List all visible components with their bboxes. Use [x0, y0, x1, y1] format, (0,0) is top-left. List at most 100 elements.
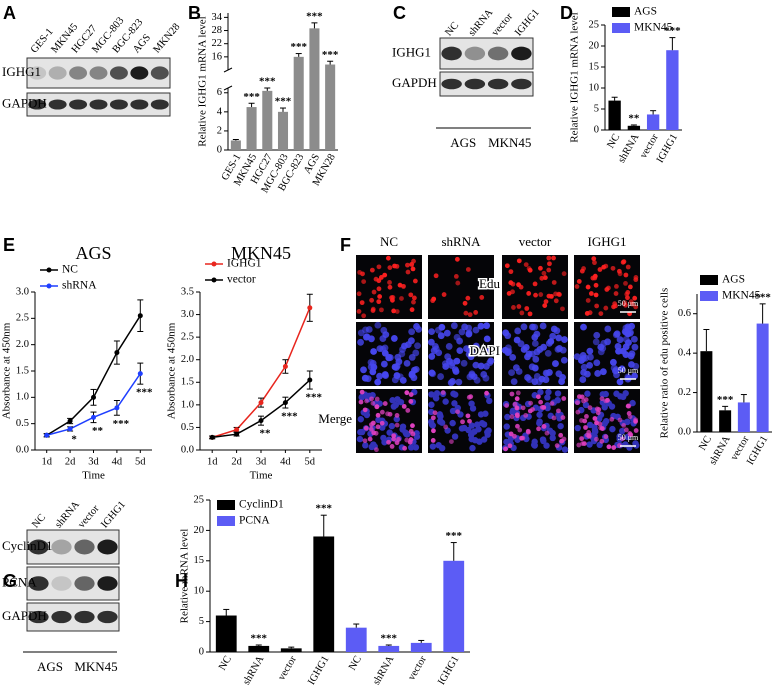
cell: [601, 404, 608, 411]
cell: [430, 415, 436, 421]
cell: [586, 441, 593, 448]
cell: [592, 273, 598, 279]
cell: [541, 270, 547, 276]
cell: [437, 332, 445, 340]
cell: [374, 378, 382, 386]
cell: [533, 330, 541, 338]
cell: [449, 407, 457, 415]
cell: [524, 374, 531, 381]
cell: [550, 325, 558, 333]
cell: [598, 311, 604, 317]
cell: [376, 372, 383, 380]
cell: [527, 267, 533, 273]
blot-band: [51, 539, 72, 555]
cell: [561, 436, 567, 442]
cell: [579, 418, 584, 423]
cell: [543, 442, 550, 449]
significance: ***: [259, 76, 276, 88]
cell: [633, 442, 640, 449]
cell: [360, 366, 367, 374]
y-tick-label: 15: [194, 555, 205, 566]
cell: [604, 325, 612, 333]
y-tick-label: 10: [589, 82, 600, 93]
cell: [371, 430, 377, 436]
micrograph: [502, 255, 568, 319]
cell: [375, 424, 381, 430]
panel-letter: F: [340, 235, 351, 255]
cell: [462, 300, 468, 306]
bar: [248, 645, 270, 652]
point: [282, 363, 288, 369]
x-tick-label: 5d: [305, 456, 316, 467]
panel-letter: A: [3, 3, 16, 23]
cell: [381, 439, 388, 446]
cell: [591, 256, 597, 262]
cell: [597, 343, 605, 351]
lane-label: IGHG1: [99, 499, 128, 530]
bar: [608, 100, 621, 130]
cell: [482, 374, 490, 382]
cell: [547, 261, 552, 267]
y-tick-label: 0.0: [181, 444, 194, 455]
cell: [627, 284, 633, 290]
y-tick-label: 4: [217, 106, 223, 117]
micrograph: [428, 255, 494, 319]
cell: [381, 344, 389, 352]
cell: [368, 426, 374, 432]
cell: [466, 373, 474, 381]
cell: [596, 407, 602, 412]
legend-swatch: [612, 23, 630, 33]
cell: [487, 357, 495, 365]
cell: [516, 258, 522, 264]
significance: **: [628, 112, 640, 124]
y-tick-label: 3.0: [181, 309, 194, 320]
cell: [592, 338, 600, 346]
y-tick-label: 0.0: [16, 444, 29, 455]
cell: [381, 349, 389, 357]
cell: [561, 396, 567, 401]
cell: [531, 340, 539, 347]
legend-label: NC: [62, 264, 78, 276]
y-axis-label: Relative ratio of edu positive cells: [659, 288, 671, 439]
cell: [369, 368, 377, 376]
point: [91, 414, 96, 420]
cell: [449, 378, 456, 385]
cell: [630, 335, 638, 343]
cell: [390, 403, 398, 410]
point: [114, 405, 120, 411]
cell: [598, 425, 604, 431]
cell: [514, 396, 520, 402]
y-tick-label: 15: [589, 61, 600, 72]
cell: [575, 409, 581, 415]
cell: [382, 272, 388, 278]
cell: [376, 264, 382, 270]
legend-swatch: [217, 500, 235, 510]
cell: [582, 401, 590, 409]
cell: [451, 433, 459, 440]
cell: [551, 280, 557, 285]
cell: [624, 418, 631, 426]
cell: [429, 422, 437, 429]
cell: [576, 394, 582, 400]
cell: [412, 278, 418, 284]
cell: [597, 421, 603, 427]
point: [91, 394, 96, 400]
legend-label: AGS: [722, 274, 745, 286]
cell: [508, 280, 514, 286]
image-row-label: DAPI: [470, 343, 500, 358]
cell: [480, 436, 488, 443]
cell: [536, 420, 543, 427]
panel-letter: H: [175, 571, 188, 591]
y-tick-label: 5: [199, 616, 204, 627]
cell: [428, 391, 435, 398]
cell: [517, 427, 523, 433]
cell: [460, 419, 465, 425]
cell: [410, 423, 415, 429]
blot-band: [441, 46, 462, 61]
cell: [621, 259, 627, 265]
cell: [512, 433, 517, 439]
cell: [474, 421, 481, 428]
significance: ***: [717, 394, 734, 406]
cell: [511, 305, 516, 310]
cell: [610, 265, 616, 271]
